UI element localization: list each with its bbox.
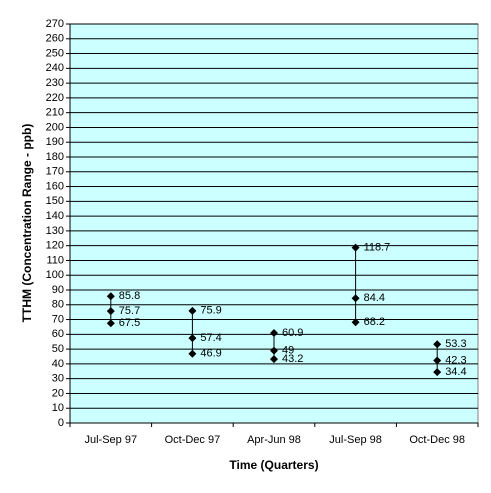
data-label: 75.7 bbox=[119, 305, 140, 317]
data-label: 43.2 bbox=[282, 353, 303, 365]
data-label: 46.9 bbox=[200, 348, 221, 360]
y-tick-label: 50 bbox=[52, 343, 64, 355]
y-tick-label: 80 bbox=[52, 299, 64, 311]
y-tick-label: 250 bbox=[46, 47, 64, 59]
y-tick-label: 220 bbox=[46, 92, 64, 104]
y-tick-label: 170 bbox=[46, 166, 64, 178]
data-label: 84.4 bbox=[364, 292, 385, 304]
marker bbox=[188, 334, 197, 343]
data-label: 53.3 bbox=[445, 338, 466, 350]
x-tick-label: Oct-Dec 97 bbox=[165, 434, 221, 446]
data-label: 118.7 bbox=[364, 241, 391, 253]
marker bbox=[106, 292, 115, 301]
y-tick-label: 110 bbox=[46, 254, 64, 266]
data-label: 57.4 bbox=[200, 332, 221, 344]
marker bbox=[351, 318, 360, 327]
x-axis-label: Time (Quarters) bbox=[229, 458, 318, 472]
marker bbox=[351, 294, 360, 303]
data-label: 34.4 bbox=[445, 366, 466, 378]
marker bbox=[270, 355, 278, 364]
data-label: 67.5 bbox=[119, 317, 140, 329]
data-label: 42.3 bbox=[445, 354, 466, 366]
marker bbox=[270, 329, 278, 338]
marker bbox=[433, 340, 442, 349]
y-tick-label: 0 bbox=[58, 417, 64, 429]
marker bbox=[188, 306, 197, 315]
x-tick-label: Apr-Jun 98 bbox=[247, 434, 301, 446]
y-tick-label: 140 bbox=[46, 210, 64, 222]
y-tick-label: 180 bbox=[46, 151, 64, 163]
y-tick-label: 100 bbox=[46, 269, 64, 281]
marker bbox=[270, 346, 278, 355]
y-tick-label: 70 bbox=[52, 313, 64, 325]
y-tick-label: 90 bbox=[52, 284, 64, 296]
marker bbox=[188, 349, 197, 358]
y-tick-label: 30 bbox=[52, 373, 64, 385]
y-tick-label: 190 bbox=[46, 136, 64, 148]
y-tick-label: 230 bbox=[46, 77, 64, 89]
y-tick-label: 120 bbox=[46, 240, 64, 252]
marker bbox=[351, 243, 360, 252]
x-tick-label: Jul-Sep 98 bbox=[329, 434, 382, 446]
data-label: 68.2 bbox=[364, 316, 385, 328]
y-axis-label: TTHM (Concentration Range - ppb) bbox=[20, 124, 34, 323]
y-tick-label: 200 bbox=[46, 121, 64, 133]
data-label: 85.8 bbox=[119, 290, 140, 302]
data-label: 60.9 bbox=[282, 327, 303, 339]
data-label: 75.9 bbox=[200, 305, 221, 317]
y-tick-label: 20 bbox=[52, 387, 64, 399]
marker bbox=[106, 319, 115, 328]
y-tick-label: 60 bbox=[52, 328, 64, 340]
y-tick-label: 10 bbox=[52, 402, 64, 414]
y-tick-label: 240 bbox=[46, 62, 64, 74]
x-tick-label: Jul-Sep 97 bbox=[85, 434, 138, 446]
marker bbox=[433, 368, 442, 377]
x-tick-label: Oct-Dec 98 bbox=[409, 434, 465, 446]
marker bbox=[106, 307, 115, 316]
data-label: 49 bbox=[282, 344, 294, 356]
y-tick-label: 270 bbox=[46, 18, 64, 30]
y-tick-label: 150 bbox=[46, 195, 64, 207]
y-tick-label: 40 bbox=[52, 358, 64, 370]
y-tick-label: 210 bbox=[46, 107, 64, 119]
y-tick-label: 260 bbox=[46, 33, 64, 45]
marker bbox=[433, 356, 442, 365]
y-tick-label: 130 bbox=[46, 225, 64, 237]
y-tick-label: 160 bbox=[46, 180, 64, 192]
